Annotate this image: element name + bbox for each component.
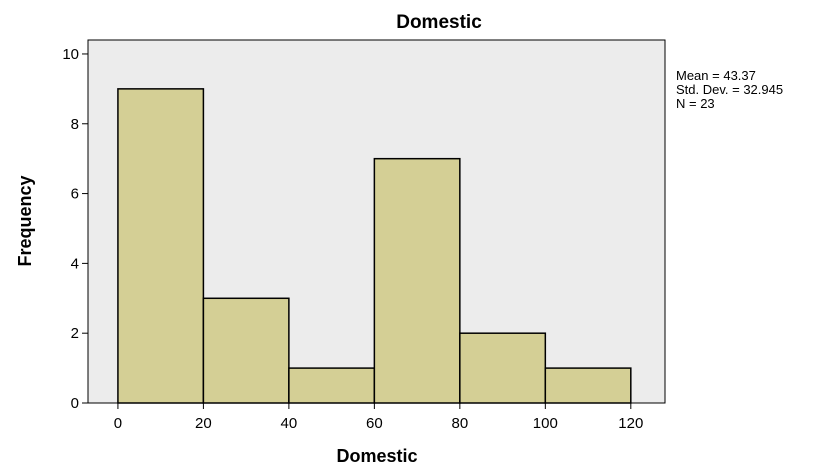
bars-group — [117, 88, 632, 404]
stat-std-dev: Std. Dev. = 32.945 — [676, 82, 783, 97]
x-tick-label: 20 — [195, 415, 212, 432]
y-tick-label: 10 — [62, 46, 79, 63]
chart-title: Domestic — [396, 12, 482, 33]
histogram-bar-60-80 — [373, 157, 461, 404]
x-axis-title: Domestic — [336, 446, 417, 466]
x-tick-label: 100 — [533, 415, 558, 432]
x-tick-label: 0 — [114, 415, 122, 432]
statistics-box: Mean = 43.37 Std. Dev. = 32.945 N = 23 — [676, 68, 783, 111]
stat-mean: Mean = 43.37 — [676, 68, 756, 83]
x-tick-label: 120 — [618, 415, 643, 432]
histogram-bar-20-40 — [202, 297, 290, 404]
x-tick-label: 40 — [281, 415, 298, 432]
y-tick-label: 0 — [71, 395, 79, 412]
y-axis-title: Frequency — [15, 175, 35, 266]
histogram-bar-40-60 — [288, 367, 376, 404]
x-tick-label: 80 — [452, 415, 469, 432]
y-tick-label: 2 — [71, 325, 79, 342]
histogram-bar-80-100 — [459, 332, 547, 404]
y-tick-label: 4 — [71, 255, 79, 272]
x-tick-label: 60 — [366, 415, 383, 432]
y-axis: 0 2 4 6 8 10 — [62, 46, 88, 412]
histogram-bar-100-120 — [544, 367, 632, 404]
x-axis: 0 20 40 60 80 100 120 — [114, 403, 643, 432]
y-tick-label: 8 — [71, 116, 79, 133]
y-tick-label: 6 — [71, 186, 79, 203]
stat-n: N = 23 — [676, 96, 715, 111]
histogram-bar-0-20 — [117, 88, 205, 404]
